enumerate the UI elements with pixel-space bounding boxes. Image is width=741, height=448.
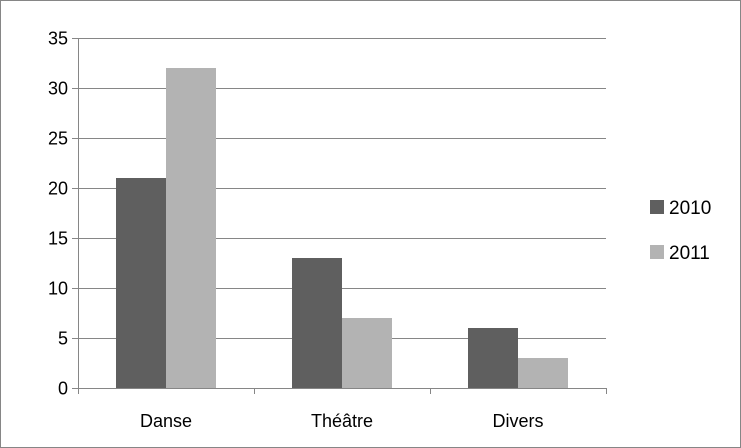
axes: 0 5 10 15 20 25 30 35 Danse Théâtre Divers (48, 29, 607, 431)
y-tick-label: 10 (48, 279, 68, 299)
y-tick-label: 35 (48, 29, 68, 49)
bar-2010-2 (292, 258, 342, 388)
legend-label-2011: 2011 (669, 243, 710, 264)
bar-2011-3 (518, 358, 568, 388)
y-tick-label: 20 (48, 179, 68, 199)
y-tick-label: 5 (58, 329, 68, 349)
bar-2010-1 (116, 178, 166, 388)
bars (116, 68, 568, 388)
x-tick-label: Danse (140, 411, 192, 431)
y-tick-label: 25 (48, 129, 68, 149)
y-tick-label: 0 (58, 379, 68, 399)
legend: 2010 2011 (650, 198, 711, 264)
bar-2011-1 (166, 68, 216, 388)
y-tick-label: 15 (48, 229, 68, 249)
legend-swatch-2011 (650, 245, 664, 259)
bar-2011-2 (342, 318, 392, 388)
bar-2010-3 (468, 328, 518, 388)
x-tick-label: Théâtre (311, 411, 373, 431)
legend-swatch-2010 (650, 200, 664, 214)
x-tick-label: Divers (492, 411, 543, 431)
legend-label-2010: 2010 (669, 198, 711, 219)
y-tick-label: 30 (48, 79, 68, 99)
